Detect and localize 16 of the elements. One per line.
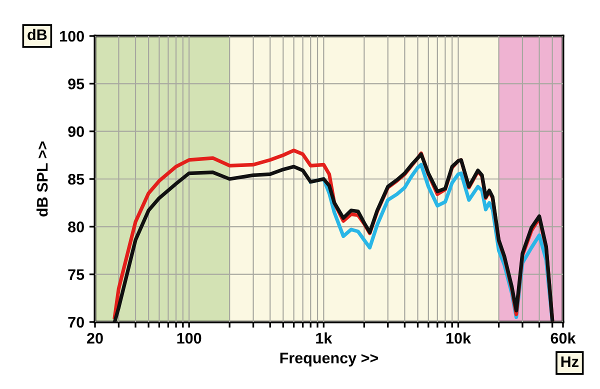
y-tick-label: 100: [60, 30, 84, 42]
y-tick-label: 85: [68, 174, 84, 185]
y-tick-label: 70: [68, 316, 84, 328]
y-tick-label: 80: [68, 222, 84, 232]
text: Hz: [561, 356, 578, 367]
text: dB: [28, 28, 47, 40]
x-tick-label: 1k: [316, 332, 332, 344]
y-tick-label: 90: [68, 126, 84, 138]
x-axis-title: Frequency >>: [280, 352, 378, 366]
y-tick-label: 95: [68, 78, 84, 90]
y-tick-label: 75: [68, 269, 84, 280]
x-tick-label: 100: [177, 332, 202, 344]
y-axis-title: dB SPL >>: [36, 142, 48, 216]
x-tick-label: 10k: [446, 332, 472, 344]
x-tick-label: 20: [87, 332, 103, 344]
x-tick-label: 60k: [550, 332, 576, 344]
